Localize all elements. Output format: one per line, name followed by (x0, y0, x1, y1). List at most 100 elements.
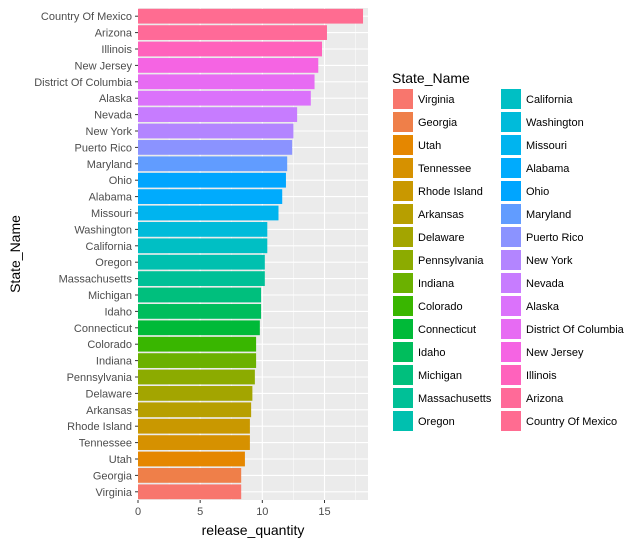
legend-key-nevada (501, 273, 521, 293)
legend-label: California (526, 94, 573, 106)
legend-label: Arkansas (418, 209, 464, 221)
legend-key-utah (393, 135, 413, 155)
y-tick-label: Connecticut (74, 323, 132, 335)
x-tick-label: 15 (318, 506, 330, 518)
legend-label: Connecticut (418, 324, 476, 336)
legend-key-virginia (393, 89, 413, 109)
y-tick-label: New Jersey (75, 60, 133, 72)
legend-key-new-jersey (501, 342, 521, 362)
y-tick-label: Ohio (109, 175, 132, 187)
legend-key-massachusetts (393, 388, 413, 408)
bar-country-of-mexico (138, 8, 364, 24)
legend-label: Massachusetts (418, 393, 492, 405)
legend: State_Name Virginia Georgia Utah Tennessee R… (392, 70, 625, 431)
bar-rhode-island (138, 418, 250, 434)
legend-key-puerto-rico (501, 227, 521, 247)
legend-key-tennessee (393, 158, 413, 178)
y-tick-label: Virginia (96, 487, 133, 499)
legend-items: Virginia Georgia Utah Tennessee Rhode Island… (393, 89, 625, 431)
x-axis-ticks: 0 5 10 15 (135, 500, 331, 518)
bar-puerto-rico (138, 140, 293, 155)
legend-label: Illinois (526, 370, 557, 382)
legend-label: Arizona (526, 393, 564, 405)
legend-key-oregon (393, 411, 413, 431)
legend-label: Oregon (418, 416, 455, 428)
bar-california (138, 238, 268, 254)
legend-label: Utah (418, 140, 441, 152)
legend-label: Alabama (526, 163, 570, 175)
bar-arizona (138, 25, 327, 40)
legend-label: Country Of Mexico (526, 416, 617, 428)
legend-label: Delaware (418, 232, 464, 244)
legend-key-pennsylvania (393, 250, 413, 270)
legend-label: Idaho (418, 347, 446, 359)
legend-key-maryland (501, 204, 521, 224)
bar-oregon (138, 254, 265, 270)
y-tick-label: California (86, 241, 133, 253)
legend-label: Puerto Rico (526, 232, 583, 244)
y-tick-label: Alaska (99, 93, 133, 105)
legend-key-colorado (393, 296, 413, 316)
legend-label: Maryland (526, 209, 571, 221)
y-tick-label: Nevada (94, 110, 133, 122)
y-tick-label: Idaho (104, 306, 132, 318)
legend-label: Ohio (526, 186, 549, 198)
legend-key-california (501, 89, 521, 109)
legend-key-delaware (393, 227, 413, 247)
bar-massachusetts (138, 271, 265, 286)
legend-key-district-of-columbia (501, 319, 521, 339)
bar-connecticut (138, 320, 260, 336)
x-tick-label: 10 (256, 506, 268, 518)
legend-label: Missouri (526, 140, 567, 152)
legend-key-indiana (393, 273, 413, 293)
y-tick-label: Oregon (95, 257, 132, 269)
legend-label: Virginia (418, 94, 455, 106)
bar-delaware (138, 386, 253, 401)
legend-key-georgia (393, 112, 413, 132)
legend-key-connecticut (393, 319, 413, 339)
y-tick-label: Michigan (88, 290, 132, 302)
bar-utah (138, 451, 245, 467)
bars (138, 8, 364, 500)
y-tick-label: Utah (109, 454, 132, 466)
y-tick-label: Colorado (87, 339, 132, 351)
legend-key-rhode-island (393, 181, 413, 201)
legend-key-idaho (393, 342, 413, 362)
legend-label: Nevada (526, 278, 565, 290)
y-tick-label: Georgia (93, 470, 133, 482)
y-tick-label: Delaware (86, 388, 132, 400)
legend-key-arkansas (393, 204, 413, 224)
y-tick-label: Indiana (96, 356, 133, 368)
y-axis-title: State_Name (7, 215, 23, 293)
y-tick-label: Alabama (89, 192, 133, 204)
bar-pennsylvania (138, 369, 255, 385)
y-axis-ticks: Virginia Georgia Utah Tennessee Rhode Island… (34, 11, 138, 499)
bar-illinois (138, 41, 322, 57)
bar-new-york (138, 123, 294, 139)
bar-tennessee (138, 435, 250, 450)
bar-virginia (138, 484, 242, 500)
bar-missouri (138, 205, 279, 221)
bar-idaho (138, 304, 262, 319)
y-tick-label: Tennessee (79, 438, 132, 450)
y-tick-label: District Of Columbia (34, 77, 133, 89)
bar-nevada (138, 107, 298, 122)
legend-label: New York (526, 255, 573, 267)
legend-key-ohio (501, 181, 521, 201)
legend-label: Michigan (418, 370, 462, 382)
legend-key-alabama (501, 158, 521, 178)
legend-key-arizona (501, 388, 521, 408)
legend-label: Tennessee (418, 163, 471, 175)
legend-key-illinois (501, 365, 521, 385)
legend-key-washington (501, 112, 521, 132)
legend-key-missouri (501, 135, 521, 155)
legend-key-michigan (393, 365, 413, 385)
x-axis-title: release_quantity (202, 522, 305, 538)
legend-label: New Jersey (526, 347, 584, 359)
legend-label: Georgia (418, 117, 458, 129)
y-tick-label: Washington (74, 224, 132, 236)
y-tick-label: Arkansas (86, 405, 132, 417)
y-tick-label: Rhode Island (67, 421, 132, 433)
bar-georgia (138, 468, 242, 483)
